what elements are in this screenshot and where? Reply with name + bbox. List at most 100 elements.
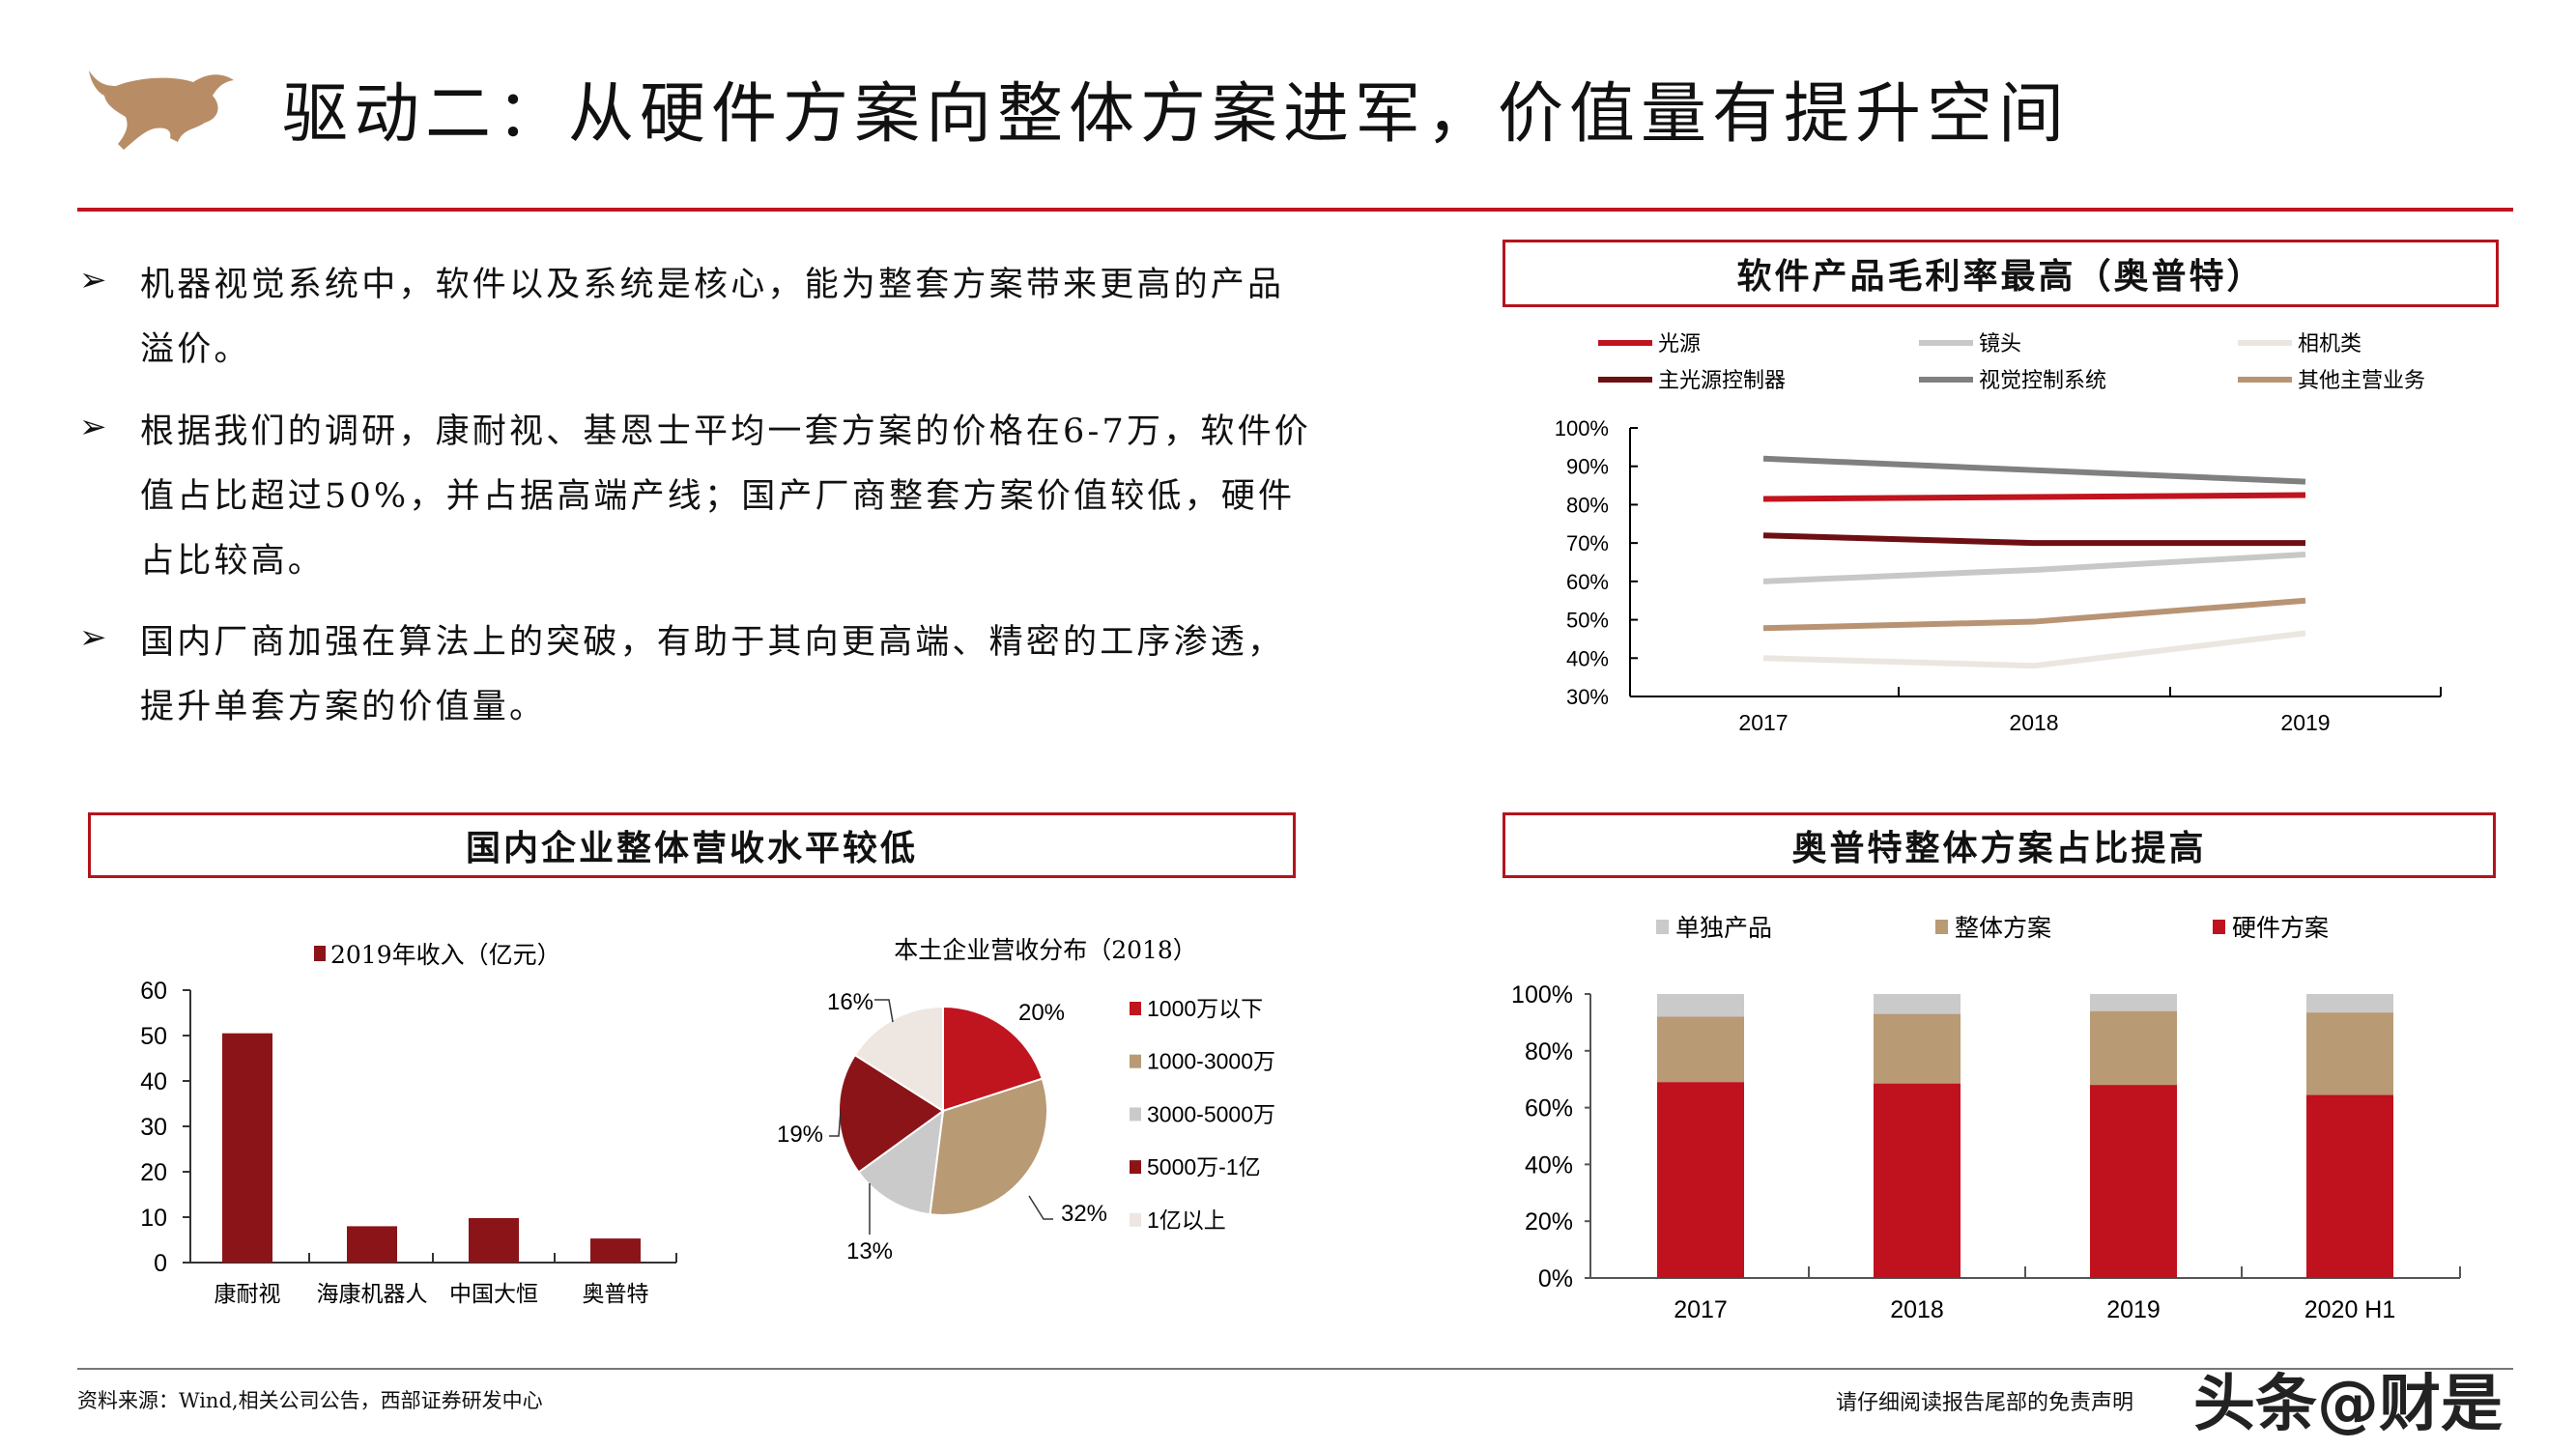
bar-3-1 [2306,1012,2393,1095]
y-tick-label: 20% [1525,1208,1573,1236]
y-tick-label: 0 [154,1250,167,1277]
x-tick-label: 2019 [2280,710,2330,735]
legend-swatch [1130,1054,1141,1068]
legend-swatch [1130,1002,1141,1015]
bullet-marker-icon: ➢ [79,408,107,446]
bar-3-2 [2306,1094,2393,1278]
pie-title: 本土企业营收分布（2018） [894,936,1197,964]
x-tick-label: 2018 [1890,1296,1944,1323]
y-tick-label: 20 [140,1159,167,1186]
bar-2-0 [2090,994,2177,1011]
pie-data-label: 16% [827,989,873,1015]
y-tick-label: 100% [1511,981,1573,1009]
share-chart-title: 奥普特整体方案占比提高 [1503,812,2496,878]
y-tick-label: 10 [140,1205,167,1232]
pie-data-label: 19% [777,1122,823,1148]
bar-0-0 [1657,994,1744,1017]
legend-label: 视觉控制系统 [1979,369,2106,393]
leader-line [1028,1195,1053,1220]
x-tick-label: 2020 H1 [2304,1296,2396,1323]
legend-swatch [1935,920,1948,934]
legend-swatch [1656,920,1669,934]
x-tick-label: 康耐视 [215,1282,281,1307]
legend-label: 整体方案 [1955,914,2051,942]
y-tick-label: 90% [1566,455,1609,479]
pie-slice-3 [838,1053,945,1174]
legend-label: 1亿以上 [1147,1208,1226,1233]
legend-label: 光源 [1658,332,1701,356]
y-tick-label: 60% [1525,1095,1573,1122]
y-tick-label: 100% [1555,416,1609,440]
watermark: 头条@财是 [2193,1369,2503,1440]
y-tick-label: 0% [1538,1265,1573,1293]
bar-0 [222,1033,272,1263]
bullet-marker-icon: ➢ [79,261,107,299]
legend-label: 硬件方案 [2232,914,2329,942]
legend-label: 单独产品 [1675,914,1772,942]
series-line-4 [1762,455,2306,485]
disclaimer-note: 请仔细阅读报告尾部的免责声明 [1836,1391,2134,1415]
x-tick-label: 2017 [1674,1296,1728,1323]
pie-data-label: 13% [846,1238,893,1264]
y-tick-label: 80% [1525,1038,1573,1065]
pie-data-label: 32% [1061,1201,1107,1227]
bar-3-0 [2306,994,2393,1013]
pie-slice-2 [857,1108,945,1216]
bar-3 [590,1238,641,1263]
x-tick-label: 中国大恒 [449,1282,538,1307]
pie-slice-0 [942,1005,1044,1113]
y-tick-label: 40% [1566,646,1609,670]
pie-data-label: 20% [1018,1000,1065,1026]
bar-1-2 [1874,1083,1961,1278]
legend-label: 主光源控制器 [1658,369,1786,393]
bar-1 [347,1226,397,1263]
y-tick-label: 60% [1566,570,1609,594]
y-tick-label: 50% [1566,609,1609,633]
title-divider [77,208,2513,212]
page-title: 驱动二：从硬件方案向整体方案进军，价值量有提升空间 [282,76,2071,153]
pie-slice-1 [929,1077,1048,1216]
x-tick-label: 2018 [2009,710,2058,735]
y-tick-label: 50 [140,1023,167,1050]
bar-2 [469,1217,519,1263]
legend-swatch [1130,1107,1141,1122]
legend-label: 5000万-1亿 [1147,1154,1261,1179]
line-chart-title: 软件产品毛利率最高（奥普特） [1503,240,2499,307]
legend-label: 1000万以下 [1147,996,1263,1021]
legend-label: 其他主营业务 [2298,369,2425,393]
y-tick-label: 70% [1566,531,1609,555]
x-tick-label: 2017 [1738,710,1788,735]
bar-0-2 [1657,1082,1744,1278]
bar-2-1 [2090,1010,2177,1086]
series-line-1 [1762,552,2306,584]
bar-1-1 [1874,1013,1961,1084]
bull-logo-icon [89,71,234,150]
y-tick-label: 40 [140,1068,167,1095]
legend-swatch [1130,1160,1141,1175]
legend-swatch [314,946,326,961]
legend-swatch [2213,920,2225,934]
revenue-chart-title: 国内企业整体营收水平较低 [88,812,1296,878]
series-line-5 [1762,597,2306,632]
y-tick-label: 80% [1566,493,1609,517]
y-tick-label: 40% [1525,1151,1573,1179]
series-line-2 [1762,630,2306,669]
bar-1-0 [1874,994,1961,1014]
leader-line [874,999,894,1023]
x-tick-label: 2019 [2106,1296,2161,1323]
x-tick-label: 海康机器人 [317,1282,428,1307]
legend-swatch [1130,1212,1141,1227]
y-tick-label: 30 [140,1114,167,1141]
leader-line [829,1110,842,1137]
bar-2-2 [2090,1085,2177,1278]
bar-0-1 [1657,1016,1744,1083]
legend-label: 2019年收入（亿元） [330,941,561,969]
source-note: 资料来源：Wind,相关公司公告，西部证券研发中心 [77,1389,543,1412]
legend-label: 1000-3000万 [1147,1049,1275,1074]
y-tick-label: 30% [1566,685,1609,709]
y-tick-label: 60 [140,978,167,1005]
series-line-3 [1762,532,2305,547]
series-line-0 [1762,492,2306,502]
x-tick-label: 奥普特 [583,1282,649,1307]
